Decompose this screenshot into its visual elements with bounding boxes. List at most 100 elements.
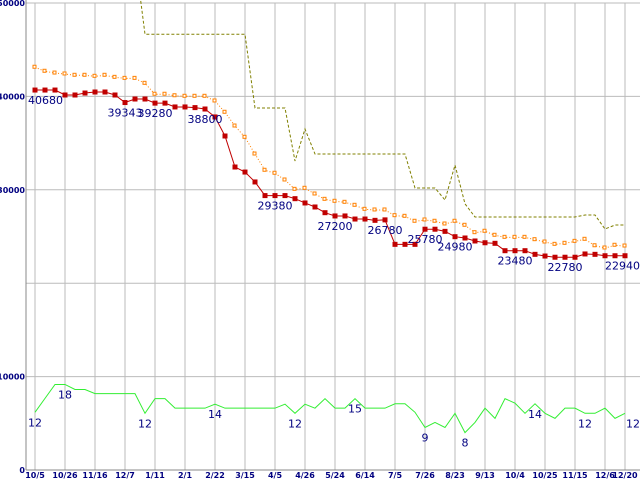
data-label-count: 9 <box>422 432 429 445</box>
data-point-average <box>572 238 577 243</box>
data-point-price <box>402 241 408 247</box>
data-point-price <box>352 216 358 222</box>
data-point-price <box>492 240 498 246</box>
x-tick-label: 12/7 <box>115 471 135 480</box>
data-point-average <box>612 242 617 247</box>
y-tick-label: 10000 <box>0 373 25 382</box>
data-point-average <box>342 199 347 204</box>
series-price <box>32 87 628 260</box>
data-point-average <box>452 218 457 223</box>
data-point-price <box>382 217 388 223</box>
data-point-average <box>172 93 177 98</box>
data-point-price <box>412 241 418 247</box>
data-point-price <box>292 196 298 202</box>
data-point-price <box>482 240 488 246</box>
x-tick-label: 7/26 <box>415 471 435 480</box>
grid <box>26 2 640 471</box>
data-point-price <box>72 92 78 98</box>
data-point-price <box>512 248 518 254</box>
data-point-average <box>32 64 37 69</box>
data-point-price <box>462 235 468 241</box>
data-point-price <box>602 253 608 259</box>
data-point-average <box>472 230 477 235</box>
data-label-count: 12 <box>288 417 302 430</box>
data-point-average <box>422 217 427 222</box>
data-label-count: 8 <box>462 437 469 450</box>
data-point-average <box>582 236 587 241</box>
data-point-average <box>312 191 317 196</box>
data-point-price <box>392 241 398 247</box>
data-label-count: 18 <box>58 388 72 401</box>
data-point-average <box>132 75 137 80</box>
data-point-average <box>462 222 467 227</box>
data-point-price <box>562 254 568 260</box>
y-tick-label: 40000 <box>0 92 25 101</box>
data-point-average <box>82 72 87 77</box>
data-label-price: 23480 <box>498 255 533 268</box>
x-tick-label: 11/16 <box>82 471 108 480</box>
data-point-average <box>552 241 557 246</box>
data-point-price <box>342 213 348 219</box>
data-point-price <box>252 179 258 185</box>
data-point-price <box>122 100 128 106</box>
data-label-price: 22940 <box>605 260 640 273</box>
data-point-price <box>52 87 58 93</box>
data-point-average <box>262 167 267 172</box>
data-point-average <box>212 98 217 103</box>
data-point-price <box>582 251 588 257</box>
data-point-average <box>222 109 227 114</box>
data-point-average <box>92 73 97 78</box>
data-point-average <box>482 228 487 233</box>
data-label-price: 40680 <box>28 94 63 107</box>
data-point-price <box>42 87 48 93</box>
data-point-price <box>82 90 88 96</box>
data-label-price: 39280 <box>138 107 173 120</box>
data-point-average <box>272 170 277 175</box>
data-point-average <box>122 75 127 80</box>
data-point-price <box>522 248 528 254</box>
data-point-average <box>72 72 77 77</box>
data-point-price <box>302 200 308 206</box>
series-line-count <box>34 383 626 434</box>
data-point-price <box>422 226 428 232</box>
data-point-average <box>362 206 367 211</box>
data-label-price: 38800 <box>188 113 223 126</box>
data-label-price: 29380 <box>258 200 293 213</box>
data-point-price <box>162 100 168 106</box>
x-tick-label: 1/11 <box>145 471 165 480</box>
x-tick-label: 10/4 <box>505 471 525 480</box>
x-tick-label: 7/5 <box>388 471 402 480</box>
data-point-price <box>612 253 618 259</box>
x-tick-label: 9/13 <box>475 471 495 480</box>
data-point-average <box>252 151 257 156</box>
series-high <box>140 0 625 230</box>
data-point-price <box>102 89 108 95</box>
data-point-average <box>62 71 67 76</box>
data-label-price: 26780 <box>368 224 403 237</box>
y-tick-label: 0 <box>19 466 25 475</box>
y-tick-label: 50000 <box>0 0 25 8</box>
data-point-price <box>112 92 118 98</box>
x-tick-label: 10/5 <box>25 471 45 480</box>
data-point-average <box>502 234 507 239</box>
data-point-average <box>192 93 197 98</box>
data-point-average <box>412 218 417 223</box>
series-line-high <box>140 0 625 230</box>
data-point-average <box>542 239 547 244</box>
data-point-price <box>532 251 538 257</box>
data-point-average <box>162 91 167 96</box>
data-point-price <box>232 164 238 170</box>
data-point-average <box>282 177 287 182</box>
data-point-price <box>272 193 278 199</box>
x-tick-label: 6/14 <box>355 471 375 480</box>
data-point-price <box>472 238 478 244</box>
data-label-count: 12 <box>578 417 592 430</box>
data-point-price <box>152 100 158 106</box>
data-point-price <box>322 210 328 216</box>
data-point-average <box>232 123 237 128</box>
data-point-average <box>52 70 57 75</box>
data-point-average <box>112 74 117 79</box>
x-tick-label: 2/1 <box>178 471 192 480</box>
data-point-price <box>202 106 208 112</box>
